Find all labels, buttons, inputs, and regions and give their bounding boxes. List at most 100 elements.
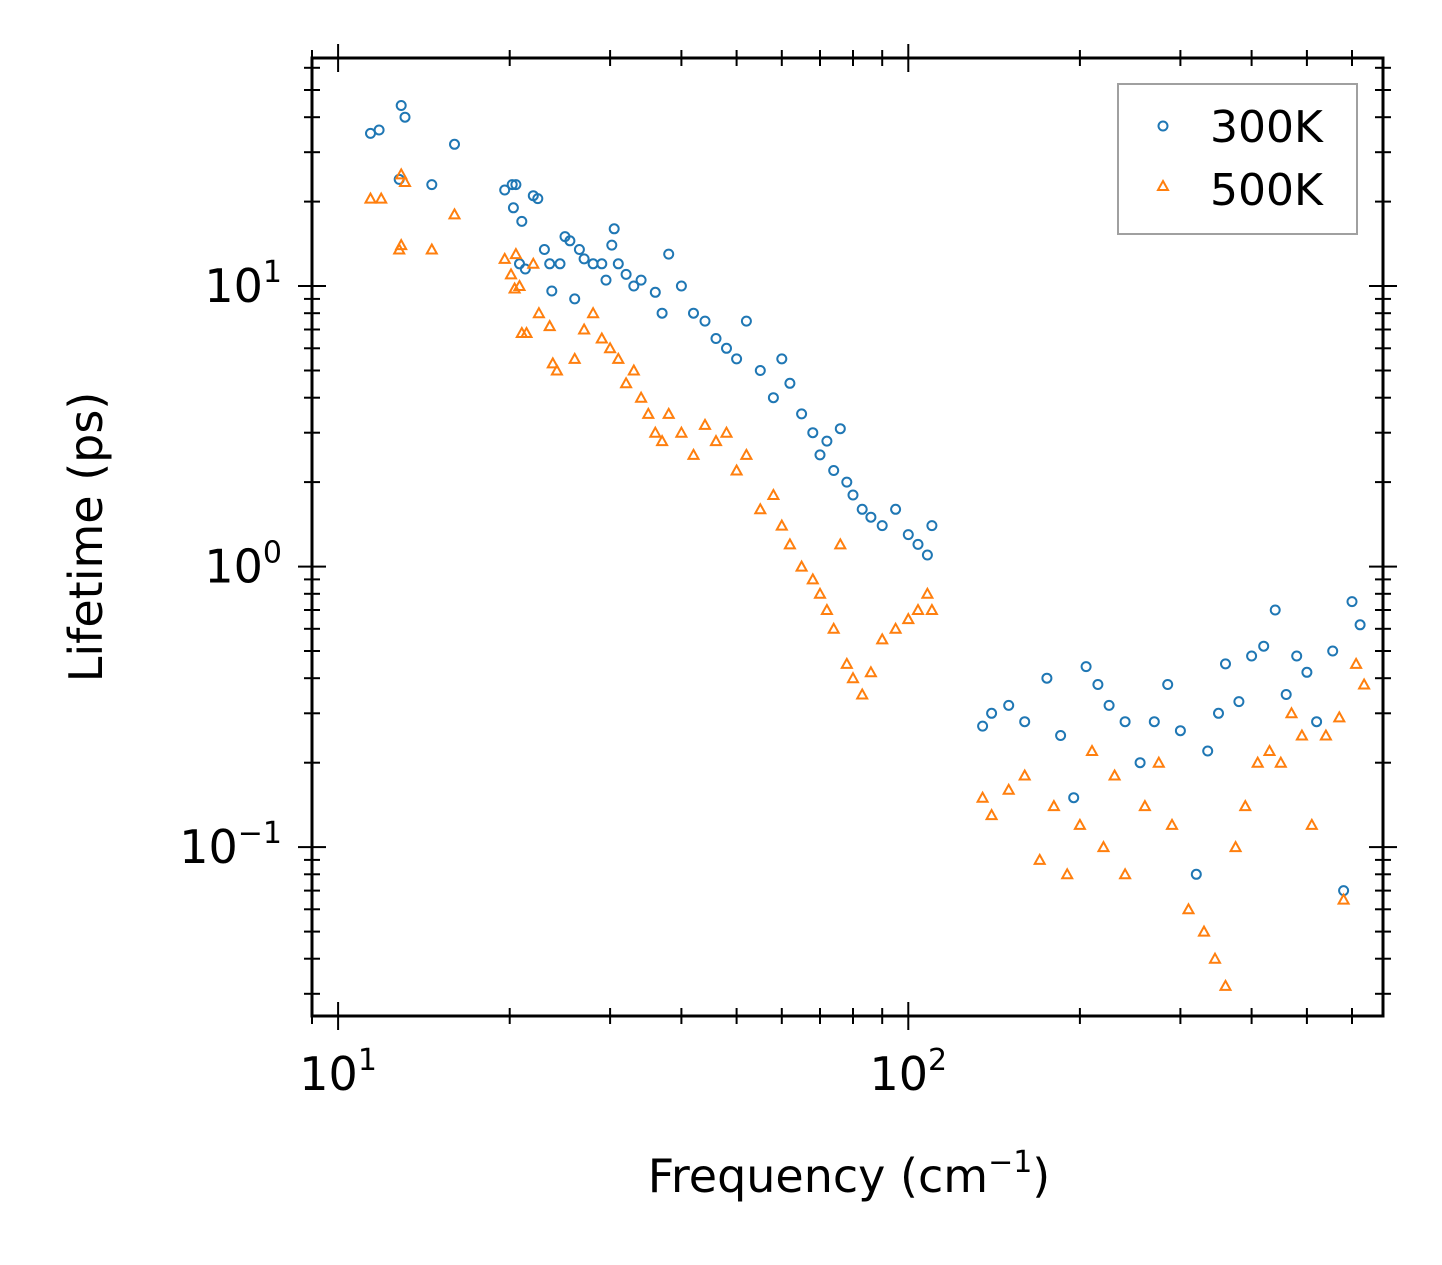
point-300k xyxy=(1174,725,1186,737)
point-500k xyxy=(507,281,522,294)
point-300k xyxy=(1311,716,1323,728)
point-300k xyxy=(449,138,460,150)
point-500k xyxy=(833,537,847,550)
series-500K xyxy=(363,167,1371,991)
point-500k xyxy=(586,306,600,319)
point-300k xyxy=(921,549,933,561)
point-300k xyxy=(710,333,722,344)
point-500k xyxy=(855,687,869,700)
point-500k xyxy=(820,602,834,615)
point-300k xyxy=(890,503,902,515)
point-300k xyxy=(699,315,711,327)
point-300k xyxy=(519,263,531,275)
point-300k xyxy=(1258,640,1270,652)
point-300k xyxy=(426,179,438,191)
point-300k xyxy=(1269,604,1281,616)
point-500k xyxy=(1238,799,1252,812)
point-300k xyxy=(1202,745,1214,757)
point-300k xyxy=(675,280,687,292)
point-300k xyxy=(776,353,788,365)
point-500k xyxy=(398,174,412,187)
point-500k xyxy=(634,390,648,403)
x-axis-label: Frequency (cm−1) xyxy=(648,1145,1051,1203)
point-300k xyxy=(1055,730,1067,741)
point-500k xyxy=(1118,867,1132,880)
point-500k xyxy=(1002,782,1016,795)
point-300k xyxy=(635,274,647,286)
point-300k xyxy=(532,193,544,205)
point-500k xyxy=(1197,924,1211,937)
point-500k xyxy=(532,306,546,319)
point-500k xyxy=(1332,710,1346,723)
plot-frame xyxy=(310,56,1385,1018)
point-500k xyxy=(1262,743,1277,756)
point-300k xyxy=(834,423,846,435)
point-500k xyxy=(794,559,809,572)
point-500k xyxy=(363,191,378,204)
point-500k xyxy=(709,434,723,447)
point-500k xyxy=(662,406,676,419)
point-300k xyxy=(1162,679,1174,690)
point-300k xyxy=(1119,716,1131,728)
point-500k xyxy=(846,671,860,684)
point-300k xyxy=(554,258,566,270)
point-500k xyxy=(627,363,641,376)
point-500k xyxy=(739,447,754,460)
point-300k xyxy=(847,489,859,501)
point-500k xyxy=(925,602,939,615)
legend-label-500k: 500K xyxy=(1210,165,1324,216)
point-500k xyxy=(1047,799,1061,812)
point-300k xyxy=(663,248,675,260)
point-500k xyxy=(512,278,527,291)
point-500k xyxy=(911,602,925,615)
point-300k xyxy=(796,408,808,420)
point-300k xyxy=(506,179,518,191)
point-500k xyxy=(611,351,625,364)
point-300k xyxy=(986,707,998,719)
point-500k xyxy=(509,247,523,260)
point-300k xyxy=(1301,666,1313,678)
point-500k xyxy=(603,341,617,354)
point-300k xyxy=(1190,868,1202,880)
point-500k xyxy=(1228,840,1243,853)
point-500k xyxy=(498,251,512,264)
point-500k xyxy=(595,331,609,344)
point-300k xyxy=(1246,650,1258,662)
legend-marker-500k xyxy=(1156,178,1170,191)
point-300k xyxy=(395,100,407,111)
point-300k xyxy=(620,268,632,280)
y-tick-label: 100 xyxy=(204,536,282,594)
point-500k xyxy=(1165,817,1179,830)
point-300k xyxy=(1019,716,1031,728)
point-500k xyxy=(1018,768,1032,781)
point-500k xyxy=(1305,817,1319,830)
x-tick-label: 102 xyxy=(869,1043,947,1101)
point-300k xyxy=(856,503,868,515)
point-300k xyxy=(1103,699,1115,711)
point-500k xyxy=(1033,852,1047,865)
point-300k xyxy=(1327,645,1339,657)
point-500k xyxy=(729,463,744,476)
point-500k xyxy=(674,425,689,438)
point-500k xyxy=(1251,755,1265,768)
point-500k xyxy=(775,518,789,531)
point-300k xyxy=(510,179,522,191)
point-300k xyxy=(546,285,558,297)
point-500k xyxy=(1336,892,1351,905)
point-300k xyxy=(1220,658,1231,670)
point-300k xyxy=(977,720,989,732)
point-500k xyxy=(984,808,999,821)
point-300k xyxy=(865,511,877,523)
point-500k xyxy=(1107,768,1122,781)
point-300k xyxy=(754,365,766,376)
point-500k xyxy=(1152,755,1166,768)
point-500k xyxy=(686,447,701,460)
point-300k xyxy=(573,244,585,255)
point-500k xyxy=(655,434,669,447)
point-300k xyxy=(841,476,853,488)
point-500k xyxy=(425,242,439,255)
point-500k xyxy=(394,167,408,180)
point-300k xyxy=(600,274,612,286)
point-500k xyxy=(840,656,854,669)
point-300k xyxy=(606,239,618,251)
